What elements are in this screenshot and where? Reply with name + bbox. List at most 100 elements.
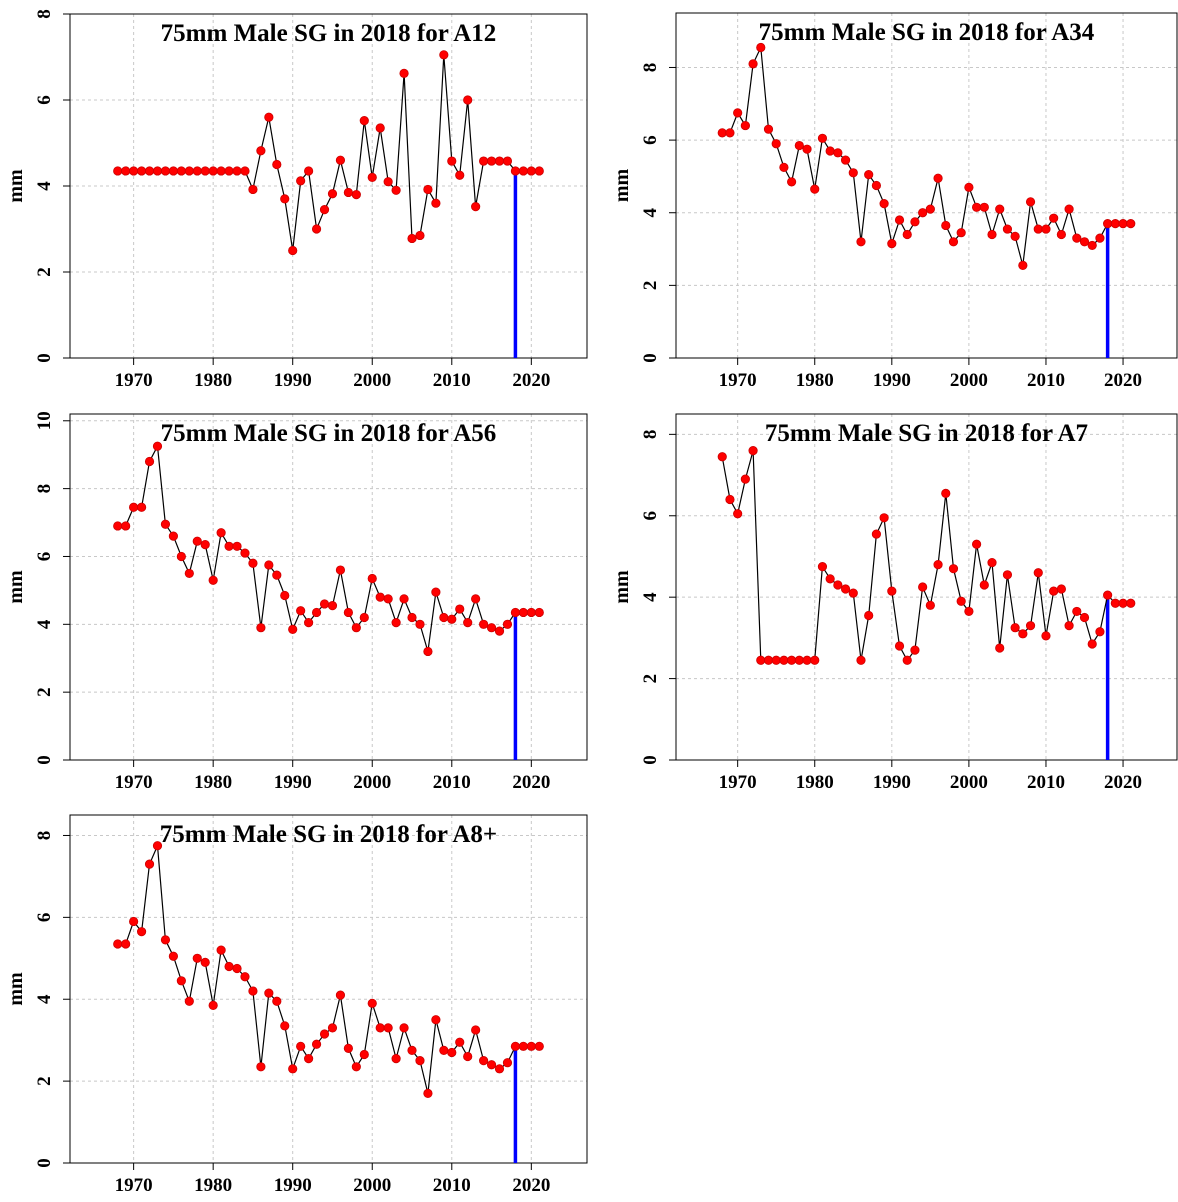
data-point xyxy=(455,170,465,180)
x-tick-label: 2010 xyxy=(433,772,471,793)
y-tick-label: 4 xyxy=(34,994,55,1004)
data-point xyxy=(152,841,163,851)
data-point xyxy=(763,655,774,665)
data-point xyxy=(871,180,882,191)
y-tick-label: 6 xyxy=(640,511,661,521)
data-point xyxy=(1056,584,1066,594)
data-point xyxy=(296,176,306,186)
data-point xyxy=(304,618,314,628)
data-point xyxy=(375,1023,385,1033)
data-point xyxy=(216,945,226,955)
data-point xyxy=(168,951,178,961)
data-point xyxy=(272,570,282,580)
y-tick-label: 8 xyxy=(34,9,55,19)
data-point xyxy=(152,166,163,176)
data-point xyxy=(502,619,513,629)
data-point xyxy=(1079,612,1090,623)
data-point xyxy=(1018,629,1028,639)
data-point xyxy=(1049,213,1059,223)
data-point xyxy=(1033,568,1043,578)
x-tick-label: 1990 xyxy=(274,772,312,793)
data-point xyxy=(343,1043,353,1053)
data-point xyxy=(136,927,147,937)
x-tick-label: 1970 xyxy=(115,772,153,793)
data-point xyxy=(136,166,147,176)
data-point xyxy=(375,592,385,602)
data-point xyxy=(455,1037,465,1047)
data-point xyxy=(848,168,858,178)
data-point xyxy=(129,502,139,512)
plot-frame xyxy=(69,814,588,1164)
data-point xyxy=(391,618,401,628)
data-point xyxy=(933,560,943,570)
data-point xyxy=(478,1056,489,1066)
data-point xyxy=(327,189,338,199)
data-point xyxy=(240,972,250,982)
data-point xyxy=(787,177,797,187)
data-point xyxy=(1072,606,1082,617)
data-point xyxy=(335,990,346,1000)
data-point xyxy=(1041,631,1051,641)
data-point xyxy=(129,166,139,176)
data-point xyxy=(168,531,178,541)
data-point xyxy=(463,618,473,628)
chart-title: 75mm Male SG in 2018 for A12 xyxy=(161,20,497,47)
plot-frame xyxy=(675,413,1178,761)
data-point xyxy=(1118,598,1128,608)
data-point xyxy=(144,859,155,869)
data-point xyxy=(359,1049,369,1060)
data-point xyxy=(208,1000,218,1010)
data-point xyxy=(779,162,789,172)
data-point xyxy=(794,140,804,151)
chart-title: 75mm Male SG in 2018 for A7 xyxy=(765,420,1088,447)
data-point xyxy=(144,166,155,176)
data-point xyxy=(280,1021,290,1031)
data-point xyxy=(216,166,226,176)
data-point xyxy=(871,529,882,539)
data-point xyxy=(502,1058,513,1068)
data-point xyxy=(319,1029,330,1039)
data-point xyxy=(256,623,266,633)
data-point xyxy=(455,604,465,614)
data-point xyxy=(925,600,935,610)
data-point xyxy=(1041,224,1051,234)
chart-panel: 1970 1980 1990 2000 2010 2020 0 2 4 6 8 mm 75mm Male… xyxy=(611,12,1178,391)
data-point xyxy=(192,536,202,546)
data-point xyxy=(168,166,178,176)
data-point xyxy=(971,539,982,549)
data-point xyxy=(910,217,920,227)
x-tick-label: 1990 xyxy=(873,772,911,793)
series-line xyxy=(117,54,540,251)
data-point xyxy=(918,582,928,592)
data-point xyxy=(840,584,851,594)
data-point xyxy=(995,643,1005,653)
data-point xyxy=(447,614,457,624)
data-point xyxy=(192,953,202,963)
data-point xyxy=(833,148,843,158)
chart-title: 75mm Male SG in 2018 for A56 xyxy=(161,420,497,447)
data-point xyxy=(463,95,473,105)
x-tick-label: 1980 xyxy=(796,772,834,793)
data-point xyxy=(1126,598,1136,608)
data-point xyxy=(794,655,804,665)
data-point xyxy=(733,509,743,519)
data-point xyxy=(399,68,409,78)
x-tick-label: 1980 xyxy=(194,370,232,391)
y-tick-label: 0 xyxy=(34,1158,55,1168)
data-point xyxy=(486,156,497,166)
data-point xyxy=(343,187,353,198)
data-point xyxy=(296,606,306,616)
data-point xyxy=(399,594,409,604)
x-tick-label: 2010 xyxy=(1027,370,1065,391)
data-point xyxy=(240,548,250,558)
data-point xyxy=(478,156,489,166)
data-point xyxy=(918,208,928,218)
data-point xyxy=(192,166,202,176)
data-point xyxy=(510,1041,521,1051)
data-point xyxy=(740,474,750,484)
data-point xyxy=(864,170,874,180)
data-point xyxy=(526,166,536,176)
data-point xyxy=(1010,623,1020,633)
data-point xyxy=(391,1054,401,1064)
